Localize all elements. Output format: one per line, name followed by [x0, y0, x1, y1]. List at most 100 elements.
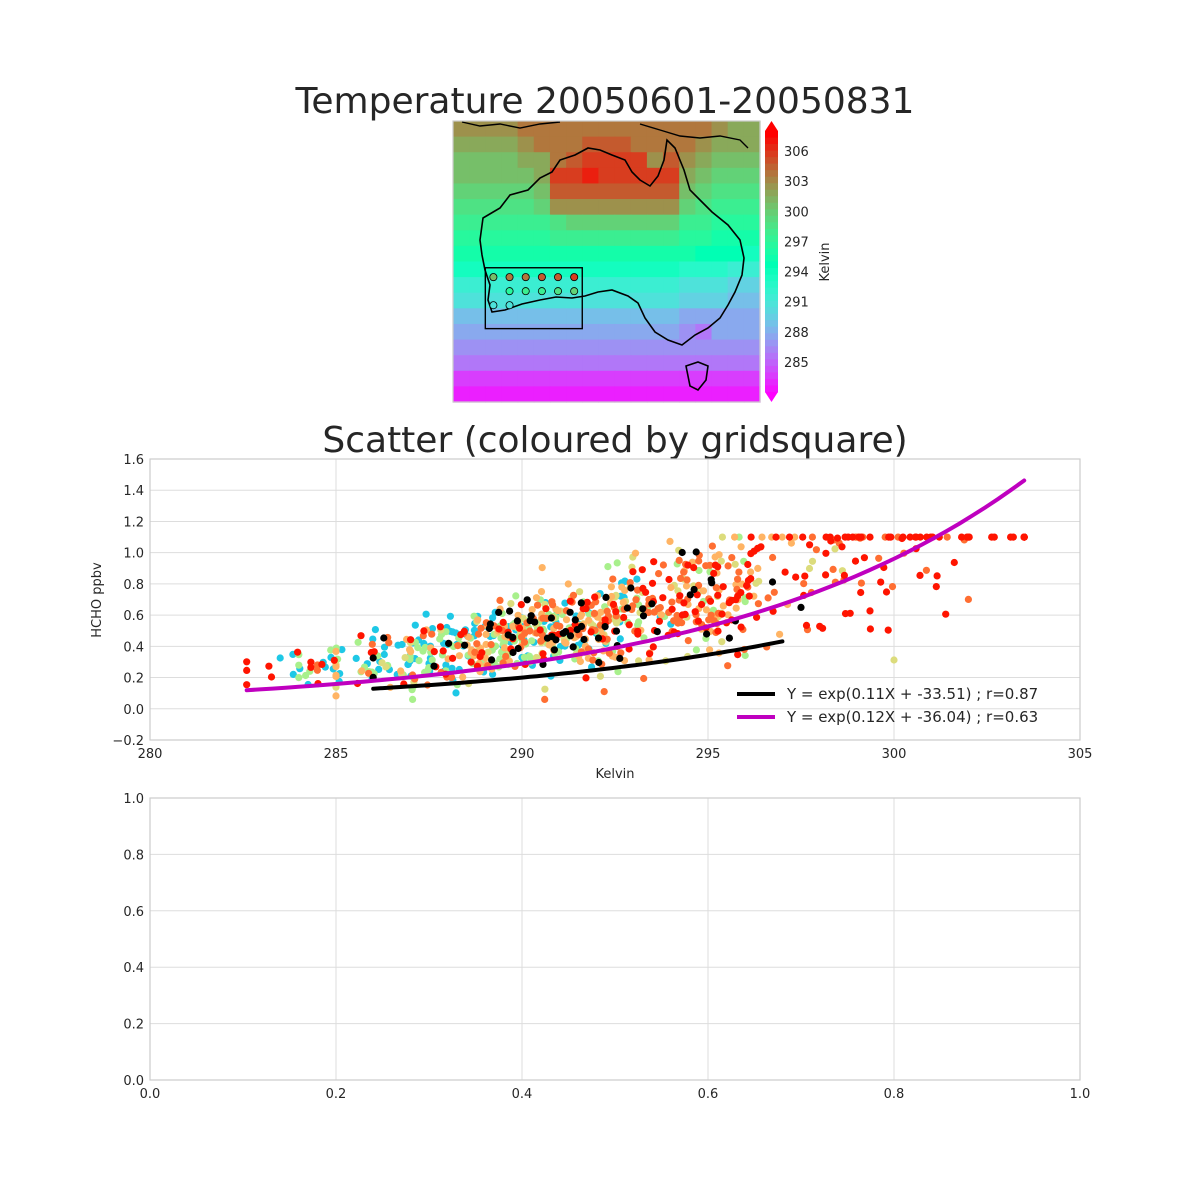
grid-cell	[453, 308, 470, 325]
scatter-point	[406, 646, 414, 654]
scatter-point	[683, 576, 691, 584]
grid-cell	[549, 370, 567, 387]
scatter-point	[576, 612, 585, 621]
scatter-point	[369, 635, 377, 643]
grid-cell	[501, 323, 519, 341]
scatter-point	[988, 533, 996, 541]
gridsquare-marker	[505, 301, 514, 310]
scatter-point	[371, 626, 379, 634]
y-tick-label: 0.4	[123, 961, 144, 976]
grid-cell	[630, 183, 648, 200]
scatter-point	[512, 592, 520, 600]
scatter-point	[668, 605, 676, 613]
grid-cell	[485, 183, 503, 200]
grid-cell	[566, 245, 583, 263]
grid-cell	[453, 323, 470, 341]
scatter-point	[898, 534, 906, 543]
scatter-point	[488, 656, 496, 664]
scatter-point	[734, 575, 742, 583]
x-tick-label: 0.0	[140, 1087, 161, 1102]
grid-cell	[743, 152, 761, 169]
scatter-point	[579, 605, 587, 613]
grid-cell	[727, 323, 745, 341]
grid-cell	[533, 245, 551, 263]
grid-cell	[679, 183, 696, 200]
scatter-point	[706, 597, 715, 605]
scatter-frame	[149, 458, 1081, 741]
scatter-point	[659, 561, 668, 569]
grid-cell	[695, 261, 713, 278]
grid-cell	[663, 199, 680, 216]
scatter-point	[1020, 533, 1028, 541]
gridsquare-marker	[570, 287, 579, 296]
grid-cell	[743, 292, 761, 309]
y-tick-label: 1.0	[123, 547, 144, 562]
scatter-point	[650, 558, 658, 566]
scatter-point	[577, 622, 586, 631]
grid-cell	[485, 323, 503, 341]
scatter-point	[604, 563, 612, 571]
scatter-point	[695, 566, 703, 575]
colorbar-segment	[765, 346, 778, 354]
scatter-point	[514, 611, 522, 619]
scatter-point	[449, 654, 457, 662]
gridsquare-marker	[570, 273, 579, 282]
grid-cell	[727, 214, 745, 231]
empty-frame	[149, 797, 1081, 1081]
grid-cell	[582, 323, 600, 341]
scatter-point	[620, 613, 628, 622]
scatter-point	[650, 608, 658, 616]
grid-cell	[517, 214, 535, 231]
grid-cell	[614, 323, 632, 341]
grid-cell	[646, 152, 664, 169]
colorbar-segment	[765, 333, 778, 341]
scatter-point	[922, 566, 931, 574]
scatter-point	[576, 588, 584, 596]
region-box	[484, 267, 583, 330]
grid-cell	[453, 121, 470, 138]
colorbar-segment	[765, 209, 778, 217]
x-tick-label: 280	[138, 747, 163, 762]
scatter-point	[743, 582, 751, 590]
scatter-point	[711, 553, 719, 561]
map-title: Temperature 20050601-20050831	[295, 81, 915, 122]
scatter-point	[439, 647, 447, 655]
scatter-point	[484, 648, 492, 656]
grid-cell	[566, 167, 583, 185]
colorbar-segment	[765, 228, 778, 236]
grid-cell	[469, 261, 486, 278]
grid-cell	[679, 214, 696, 231]
colorbar-label: Kelvin	[818, 242, 833, 281]
grid-cell	[566, 230, 583, 247]
scatter-point	[420, 627, 428, 635]
grid-cell	[501, 230, 519, 247]
scatter-point	[289, 670, 297, 679]
colorbar-segment	[765, 359, 778, 367]
scatter-point	[933, 572, 941, 580]
grid-cell	[598, 199, 616, 216]
scatter-point	[882, 588, 891, 596]
grid-cell	[517, 136, 535, 153]
grid-cell	[727, 167, 745, 185]
scatter-point	[718, 610, 726, 618]
scatter-point	[380, 634, 388, 642]
scatter-point	[769, 553, 777, 562]
scatter-point	[958, 533, 966, 541]
scatter-point	[509, 633, 517, 641]
grid-cell	[566, 386, 583, 403]
scatter-point	[866, 607, 874, 615]
scatter-point	[710, 569, 718, 578]
grid-cell	[469, 136, 486, 153]
scatter-point	[911, 533, 920, 541]
colorbar-tick-label: 291	[784, 296, 809, 311]
grid-cell	[695, 386, 713, 403]
colorbar-tick-label: 294	[784, 266, 809, 281]
scatter-point	[582, 674, 590, 682]
grid-cell	[743, 261, 761, 278]
scatter-point	[719, 602, 727, 610]
scatter-point	[846, 609, 854, 617]
grid-cell	[663, 167, 680, 185]
scatter-point	[397, 667, 405, 675]
scatter-point	[676, 592, 684, 600]
temperature-grid	[453, 121, 761, 403]
